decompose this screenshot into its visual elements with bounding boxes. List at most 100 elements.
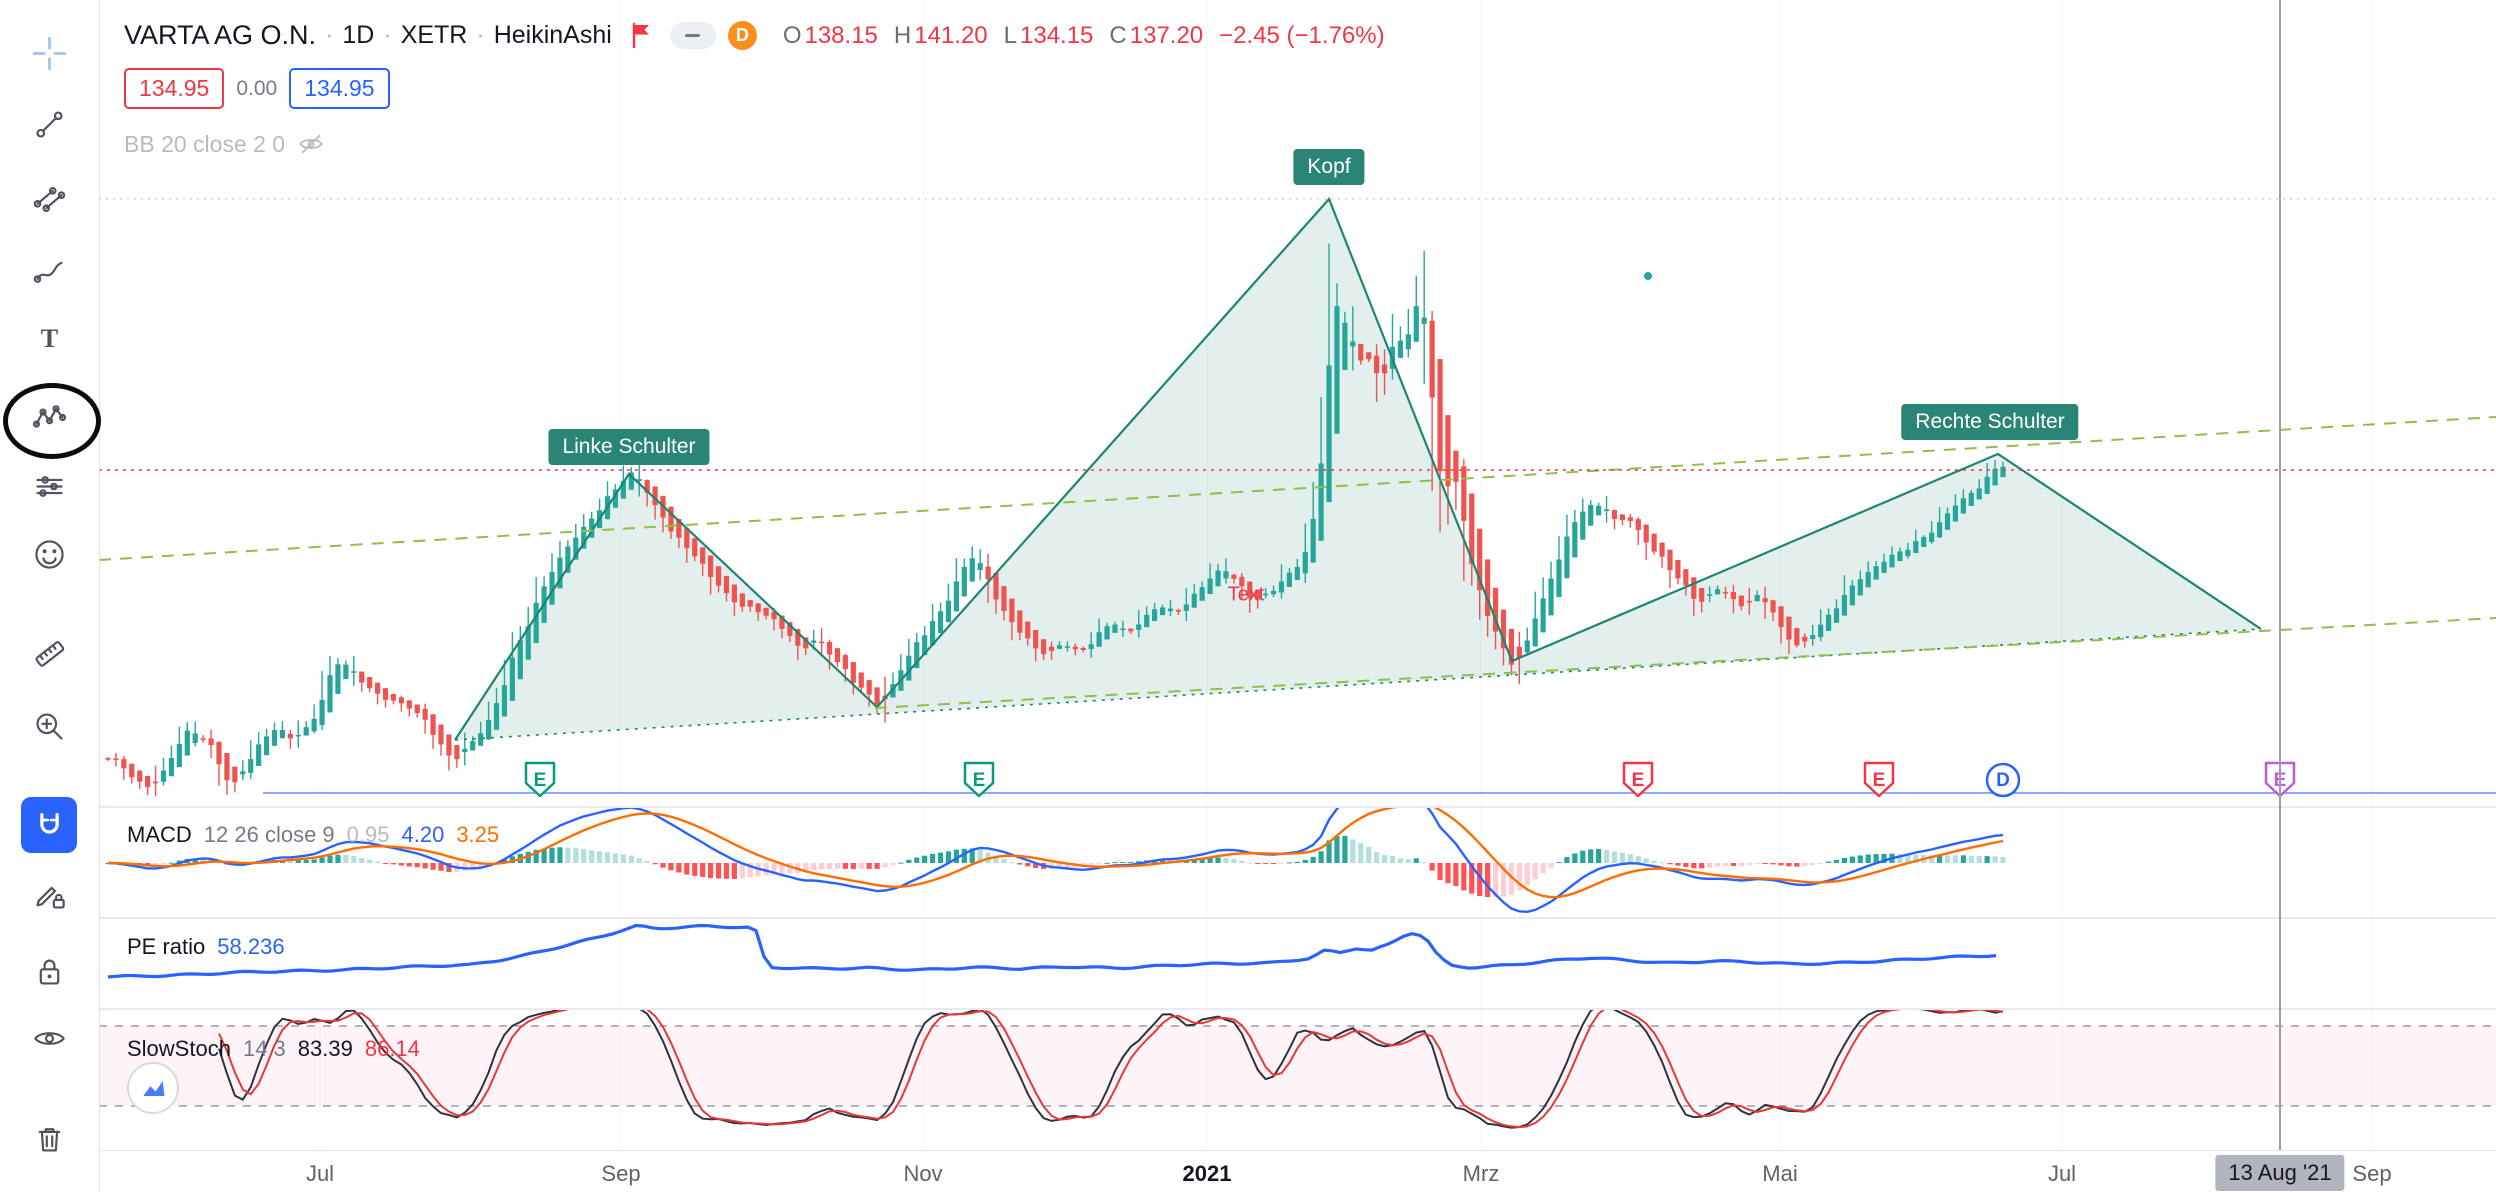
macd-legend[interactable]: MACD 12 26 close 9 0.95 4.20 3.25 (127, 822, 499, 848)
area-chart-icon (143, 1080, 165, 1096)
lock-all-button[interactable] (21, 943, 77, 999)
exchange-label[interactable]: XETR (400, 21, 468, 49)
pane-separator[interactable] (99, 917, 2496, 919)
svg-text:E: E (1873, 770, 1886, 791)
text-tool-button[interactable]: T (21, 310, 77, 366)
interval-label[interactable]: 1D (342, 21, 375, 49)
bars-pattern-button[interactable] (21, 458, 77, 514)
magnet-icon (39, 812, 59, 834)
stoch-k-value: 83.39 (297, 1036, 353, 1061)
zoom-in-icon (35, 712, 63, 740)
macd-title: MACD (127, 822, 192, 847)
time-axis-label: Jul (305, 1161, 335, 1186)
pattern-label[interactable]: Linke Schulter (548, 429, 710, 465)
slow-stoch-pane[interactable] (99, 1010, 2496, 1149)
chart-style-label[interactable]: HeikinAshi (493, 21, 612, 49)
event-marker[interactable]: D (1985, 762, 2021, 798)
remove-drawings-button[interactable] (21, 1110, 77, 1166)
svg-text:E: E (973, 770, 986, 791)
trade-widget: 134.95 0.00 134.95 (124, 68, 390, 109)
low-value: 134.15 (1020, 21, 1094, 49)
minus-icon (685, 34, 701, 37)
crosshair-icon (32, 36, 66, 70)
close-value: 137.20 (1129, 21, 1204, 49)
svg-text:D: D (1996, 770, 2010, 791)
measure-button[interactable] (21, 625, 77, 681)
macd-pane[interactable] (99, 808, 2496, 917)
time-axis-label: Mai (1762, 1161, 1798, 1186)
high-label: H (893, 21, 912, 49)
time-axis-label: Sep (2352, 1161, 2392, 1186)
pencil-lock-icon (35, 886, 65, 909)
head-shoulders-pattern-icon (32, 404, 66, 428)
separator-dot: · (476, 21, 485, 49)
ruler-icon (34, 640, 64, 667)
event-marker[interactable]: E (963, 761, 995, 798)
pane-separator[interactable] (99, 806, 2496, 808)
zoom-in-button[interactable] (21, 698, 77, 754)
hidden-indicator-row[interactable]: BB 20 close 2 0 (124, 130, 325, 158)
hide-drawings-button[interactable] (21, 1010, 77, 1066)
pe-value: 58.236 (217, 934, 285, 959)
pe-ratio-pane[interactable] (99, 919, 2496, 1008)
red-flag-icon (632, 22, 649, 49)
macd-params: 12 26 close 9 (203, 822, 335, 847)
time-axis-label: Mrz (1462, 1161, 1500, 1186)
drawing-mode-button[interactable] (21, 867, 77, 923)
high-value: 141.20 (914, 21, 988, 49)
symbol-name[interactable]: VARTA AG O.N. (124, 20, 317, 50)
close-label: C (1109, 21, 1127, 49)
emoji-icon (34, 539, 64, 569)
magnet-button[interactable] (21, 797, 77, 853)
open-value: 138.15 (804, 21, 878, 49)
eye-off-icon[interactable] (297, 130, 325, 158)
text-drawing[interactable]: Text (1227, 583, 1265, 606)
macd-hist-value: 0.95 (346, 822, 390, 847)
lock-icon (39, 959, 59, 985)
spread-value: 0.00 (236, 76, 278, 100)
price-chart[interactable]: EEEEDE (99, 0, 2496, 806)
brush-icon (33, 261, 63, 283)
sell-button[interactable]: 134.95 (124, 68, 225, 109)
crosshair-date-label: 13 Aug '21 (2215, 1155, 2345, 1191)
svg-text:T: T (40, 324, 58, 353)
bb-indicator-label[interactable]: BB 20 close 2 0 (124, 130, 286, 157)
pane-separator[interactable] (99, 1008, 2496, 1010)
macd-line-value: 4.20 (401, 822, 445, 847)
slow-stoch-legend[interactable]: SlowStoch 14 3 83.39 86.14 (127, 1036, 420, 1062)
event-marker[interactable]: E (1622, 761, 1654, 798)
ohlc-values: O 138.15 H 141.20 L 134.15 C 137.20 −2.45 (−… (783, 22, 1385, 50)
pattern-label[interactable]: Kopf (1293, 149, 1365, 185)
emoji-button[interactable] (21, 526, 77, 582)
time-axis-label: Nov (903, 1161, 943, 1186)
flag-button[interactable] (630, 22, 654, 49)
pattern-label[interactable]: Rechte Schulter (1901, 404, 2079, 440)
text-icon: T (40, 324, 58, 353)
eye-icon (33, 1031, 65, 1045)
time-axis-label: Jul (2047, 1161, 2077, 1186)
drawing-toolbar: T (0, 0, 101, 1192)
trend-line-button[interactable] (21, 96, 77, 152)
minus-pill-button[interactable] (669, 22, 716, 49)
buy-button[interactable]: 134.95 (289, 68, 390, 109)
interval-badge[interactable]: D (727, 21, 757, 50)
fib-lines-icon (33, 186, 65, 212)
pe-ratio-legend[interactable]: PE ratio 58.236 (127, 934, 285, 960)
time-axis-label: Sep (601, 1161, 641, 1186)
pane-maximize-button[interactable] (127, 1062, 179, 1114)
time-axis[interactable]: Jul Sep Nov 2021 Mrz Mai Jul Sep (99, 1150, 2496, 1193)
change-value: −2.45 (−1.76%) (1219, 21, 1385, 49)
fib-lines-button[interactable] (21, 171, 77, 227)
low-label: L (1003, 21, 1017, 49)
brush-button[interactable] (21, 243, 77, 299)
symbol-legend[interactable]: VARTA AG O.N. · 1D · XETR · HeikinAshi D… (124, 20, 1385, 51)
pattern-tool-button[interactable] (21, 389, 77, 445)
svg-text:E: E (1632, 770, 1645, 791)
open-label: O (782, 21, 802, 49)
crosshair-tool-button[interactable] (21, 25, 77, 81)
event-marker[interactable]: E (1863, 761, 1895, 798)
pe-title: PE ratio (127, 934, 206, 959)
event-marker[interactable]: E (524, 761, 556, 798)
separator-dot: · (383, 21, 392, 49)
